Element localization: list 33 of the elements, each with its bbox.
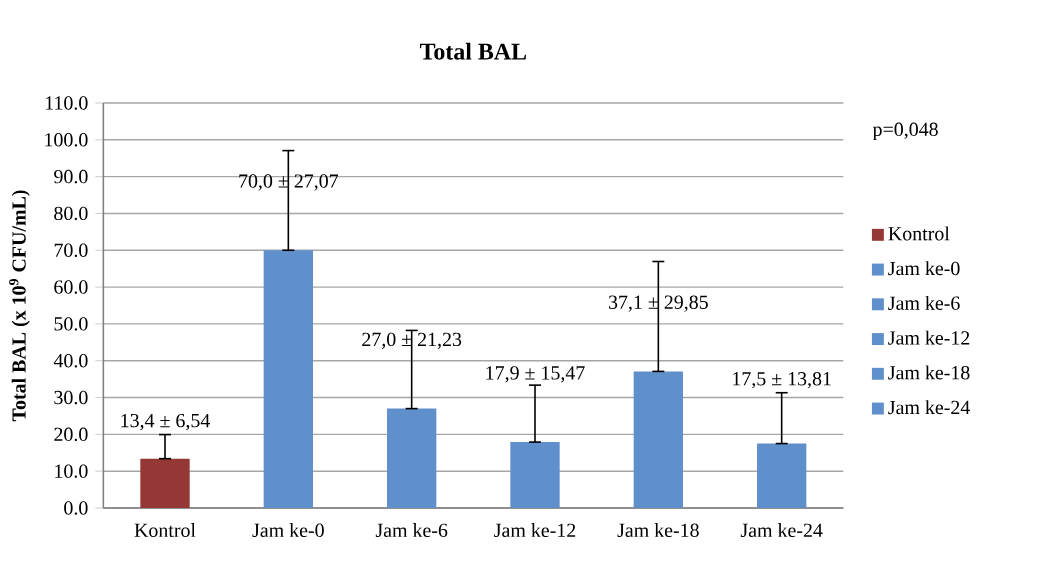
y-tick-label: 90.0	[54, 169, 88, 184]
y-tick-label: 10.0	[55, 464, 88, 478]
data-label: 17,9 ± 15,47	[486, 366, 585, 383]
x-tick-label: Jam ke-18	[617, 522, 699, 538]
y-tick-label: 40.0	[53, 353, 88, 368]
y-tick-label: 100.0	[45, 133, 88, 147]
y-tick-label: 60.0	[54, 280, 88, 294]
chart-title: Total BAL	[420, 42, 527, 60]
legend-label: Jam ke-18	[888, 365, 970, 380]
legend-label: Jam ke-6	[888, 295, 960, 310]
y-axis-title: Total BAL (x 10$^{9}$ CFU/mL)	[9, 190, 30, 422]
data-label: 27,0 ± 21,23	[362, 332, 462, 349]
y-tick-label: 70.0	[54, 243, 88, 258]
legend-label: Kontrol	[888, 226, 950, 241]
y-tick-label: 0.0	[64, 501, 88, 515]
y-tick-label: 50.0	[54, 317, 88, 331]
legend-label: Jam ke-24	[888, 400, 970, 415]
legend-label: Jam ke-12	[888, 330, 970, 345]
x-tick-label: Jam ke-0	[252, 522, 324, 538]
legend-label: Jam ke-0	[888, 261, 960, 276]
data-label: 13,4 ± 6,54	[121, 413, 211, 431]
y-tick-label: 20.0	[54, 427, 88, 442]
x-tick-label: Kontrol	[134, 522, 196, 538]
data-label: 17,5 ± 13,81	[733, 372, 831, 389]
x-tick-label: Jam ke-24	[740, 522, 823, 538]
y-tick-label: 110.0	[45, 96, 88, 110]
data-label: 37,1 ± 29,85	[609, 295, 708, 312]
y-tick-label: 30.0	[54, 390, 88, 405]
x-tick-label: Jam ke-12	[494, 522, 576, 538]
x-tick-label: Jam ke-6	[375, 522, 448, 538]
y-tick-label: 80.0	[54, 206, 88, 221]
text: p=0,048	[872, 122, 938, 141]
data-label: 70,0 ± 27,07	[239, 174, 339, 191]
